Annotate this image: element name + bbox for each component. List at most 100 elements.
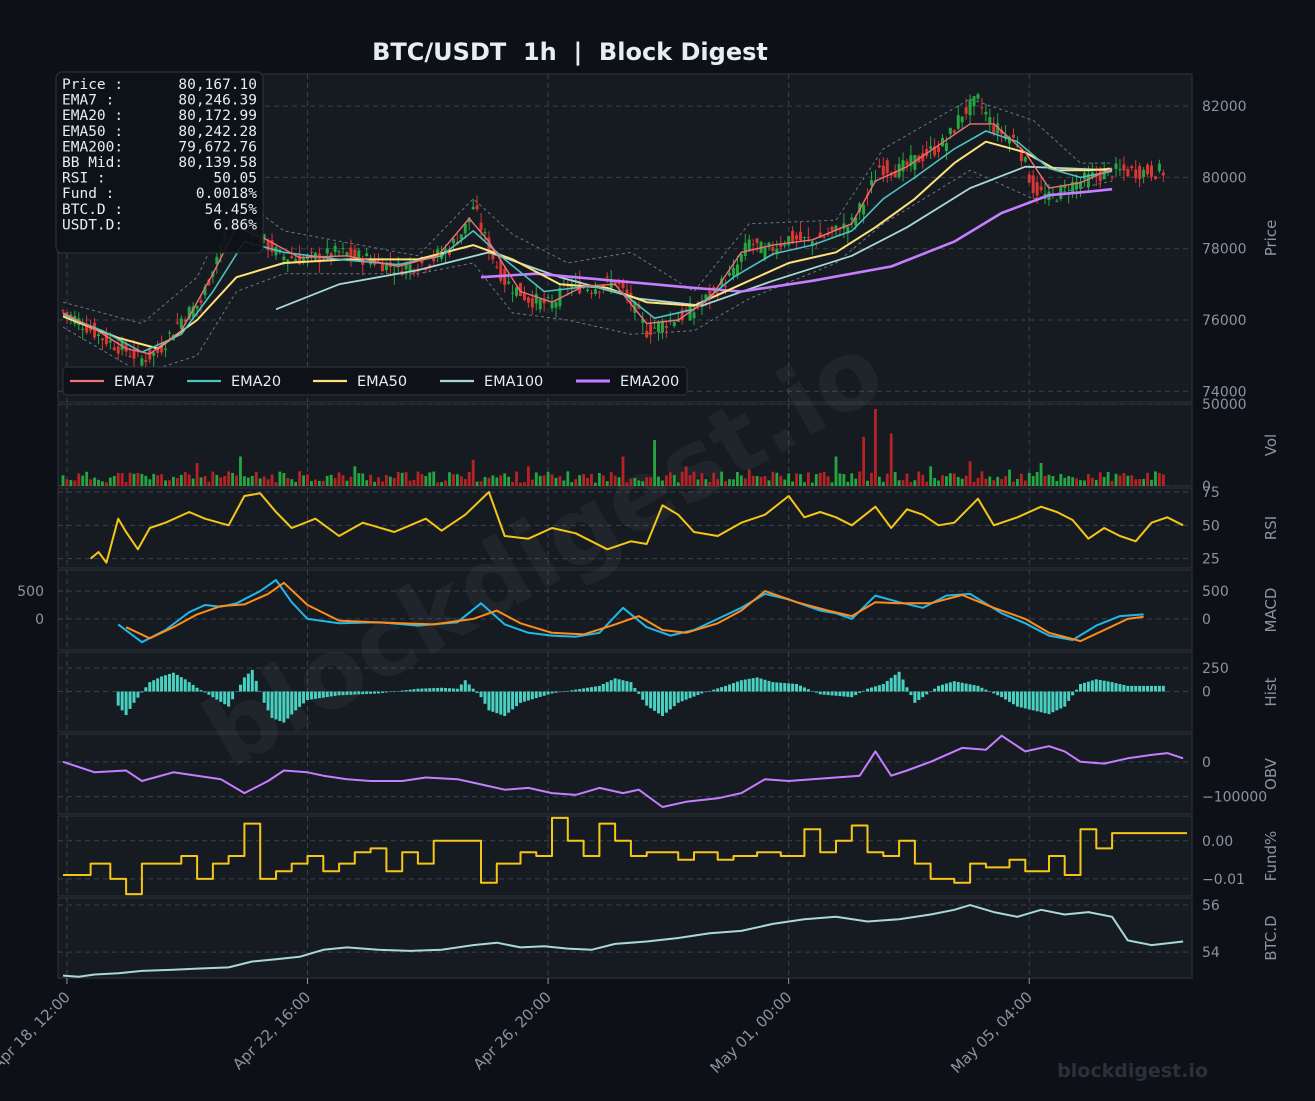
volume-bar [586, 477, 589, 486]
candle-body [1126, 168, 1130, 177]
volume-bar [116, 472, 120, 486]
volume-bar [941, 475, 944, 486]
legend-label-3: EMA100 [484, 374, 543, 390]
hist-bar [767, 680, 771, 692]
candle-body [1055, 200, 1059, 202]
hist-bar [570, 690, 574, 692]
hist-bar [822, 691, 826, 695]
volume-bar [246, 477, 250, 486]
hist-bar [164, 675, 168, 692]
candle-body [475, 205, 479, 210]
hist-bar [724, 685, 728, 692]
candle-body [215, 256, 219, 265]
candle-body [424, 269, 428, 271]
candle-body [451, 238, 455, 244]
volume-bar [290, 479, 294, 486]
candle-body [885, 160, 889, 174]
candle-body [1102, 169, 1106, 180]
hist-bar [357, 691, 361, 695]
hist-bar [542, 691, 546, 696]
candle-body [704, 294, 708, 299]
volume-bar [629, 478, 633, 486]
volume-bar [712, 472, 716, 486]
hist-bar [290, 691, 294, 715]
hist-bar [755, 677, 759, 692]
hist-bar [968, 684, 972, 692]
volume-bar [846, 481, 850, 486]
hist-bar [400, 690, 404, 692]
hist-bar [388, 691, 392, 693]
volume-bar [948, 473, 952, 486]
hist-bar [499, 691, 503, 715]
hist-bar [960, 682, 964, 692]
volume-bar [104, 482, 108, 486]
candle-body [357, 250, 361, 259]
hist-bar [897, 671, 901, 692]
candle-body [802, 236, 806, 238]
volume-bar [917, 471, 921, 486]
candle-body [937, 146, 941, 153]
volume-bar [140, 473, 144, 486]
volume-bar [838, 473, 842, 486]
candle-body [1023, 157, 1027, 162]
hist-bar [530, 691, 534, 700]
hist-bar [783, 683, 787, 692]
candle-body [195, 305, 199, 309]
info-value-8: 54.45% [205, 202, 258, 218]
candle-body [515, 287, 519, 296]
hist-bar [893, 674, 897, 692]
volume-bar [321, 480, 325, 486]
candle-body [724, 286, 728, 288]
ylabel-vol: Vol [1262, 434, 1280, 456]
candle-body [830, 226, 834, 231]
volume-bar [156, 475, 160, 486]
hist-bar [601, 684, 605, 692]
volume-bar [325, 475, 329, 486]
ytick-obv-0: −100000 [1202, 790, 1267, 806]
volume-bar [1150, 479, 1153, 486]
volume-bar [889, 433, 893, 486]
hist-bar [392, 691, 396, 693]
volume-bar [487, 477, 491, 486]
hist-bar [1031, 691, 1035, 711]
hist-bar [1015, 691, 1019, 707]
hist-bar [621, 680, 625, 692]
hist-bar [708, 690, 712, 692]
candle-body [282, 256, 286, 261]
candle-body [921, 153, 925, 162]
hist-bar [676, 691, 680, 703]
hist-bar [175, 674, 179, 692]
volume-bar [172, 476, 175, 486]
candle-body [787, 236, 791, 246]
info-label-6: RSI : [62, 171, 106, 187]
volume-bar [499, 475, 503, 486]
candle-body [365, 253, 369, 257]
candle-body [771, 247, 775, 251]
volume-bar [120, 473, 124, 486]
volume-bar [960, 478, 964, 486]
hist-bar [885, 680, 889, 692]
candle-body [144, 360, 148, 363]
volume-bar [601, 475, 605, 486]
hist-bar [802, 687, 806, 692]
volume-bar [1118, 475, 1122, 486]
volume-bar [1071, 477, 1075, 486]
volume-bar [834, 456, 838, 486]
hist-bar [956, 681, 960, 692]
info-box-frame [55, 71, 264, 254]
candle-body [266, 240, 270, 251]
volume-bar [108, 477, 112, 486]
hist-bar [518, 691, 522, 703]
hist-bar [869, 687, 873, 692]
candle-body [629, 292, 633, 304]
legend-label-4: EMA200 [620, 374, 679, 390]
candle-body [1098, 170, 1102, 182]
candle-body [128, 355, 132, 357]
candle-body [495, 266, 499, 268]
hist-bar [207, 691, 211, 695]
hist-bar [704, 691, 708, 693]
volume-bar [93, 477, 96, 486]
candle-body [160, 345, 164, 353]
candle-body [1027, 174, 1031, 183]
volume-bar [1059, 474, 1063, 486]
